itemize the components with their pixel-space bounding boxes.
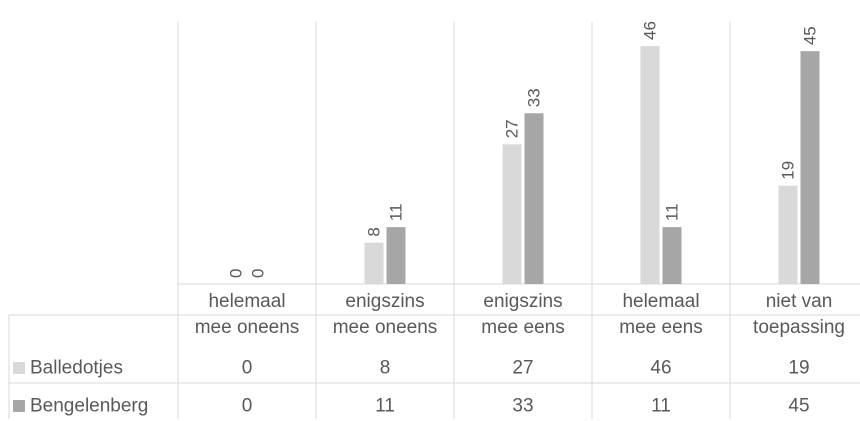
table-cell: 8 bbox=[380, 358, 391, 379]
category-label: enigszins bbox=[483, 291, 562, 312]
data-label: 27 bbox=[503, 119, 522, 138]
chart-frame bbox=[8, 22, 860, 419]
data-label: 45 bbox=[801, 26, 820, 45]
data-label: 0 bbox=[227, 269, 246, 278]
legend-swatch-bengelenberg bbox=[13, 400, 25, 412]
table-cell: 46 bbox=[650, 358, 671, 379]
data-label: 11 bbox=[387, 203, 406, 221]
data-label: 0 bbox=[249, 269, 268, 278]
bar-balledotjes-1 bbox=[364, 242, 384, 284]
table-cell: 19 bbox=[788, 358, 809, 379]
category-label: mee oneens bbox=[333, 317, 438, 338]
category-label: enigszins bbox=[345, 291, 424, 312]
bar-bengelenberg-2 bbox=[524, 113, 544, 285]
data-table: helemaal mee oneens enigszins mee oneens eni… bbox=[13, 291, 845, 417]
table-cell: 45 bbox=[788, 396, 809, 417]
series-name: Balledotjes bbox=[30, 358, 123, 379]
category-label: helemaal bbox=[208, 291, 285, 312]
table-cell: 33 bbox=[512, 396, 533, 417]
data-label: 46 bbox=[641, 21, 660, 40]
category-label: toepassing bbox=[753, 317, 845, 338]
table-cell: 0 bbox=[242, 358, 253, 379]
bars bbox=[364, 46, 820, 285]
data-label: 8 bbox=[365, 227, 384, 236]
table-cell: 11 bbox=[651, 396, 671, 417]
bar-bengelenberg-1 bbox=[386, 227, 406, 284]
bar-bengelenberg-3 bbox=[662, 227, 682, 284]
table-cell: 27 bbox=[512, 358, 533, 379]
category-label: helemaal bbox=[622, 291, 699, 312]
category-label: mee oneens bbox=[195, 317, 300, 338]
table-cell: 0 bbox=[242, 396, 253, 417]
bar-balledotjes-4 bbox=[778, 185, 798, 284]
legend-swatch-balledotjes bbox=[13, 362, 25, 374]
bar-balledotjes-2 bbox=[502, 144, 522, 284]
category-label: mee eens bbox=[481, 317, 564, 338]
category-label: niet van bbox=[766, 291, 833, 312]
category-label: mee eens bbox=[619, 317, 702, 338]
series-name: Bengelenberg bbox=[30, 396, 148, 417]
bar-balledotjes-3 bbox=[640, 46, 660, 284]
table-cell: 11 bbox=[375, 396, 395, 417]
data-label: 11 bbox=[663, 203, 682, 221]
bar-bengelenberg-4 bbox=[800, 51, 820, 284]
data-label: 33 bbox=[525, 88, 544, 107]
data-label: 19 bbox=[779, 161, 798, 180]
